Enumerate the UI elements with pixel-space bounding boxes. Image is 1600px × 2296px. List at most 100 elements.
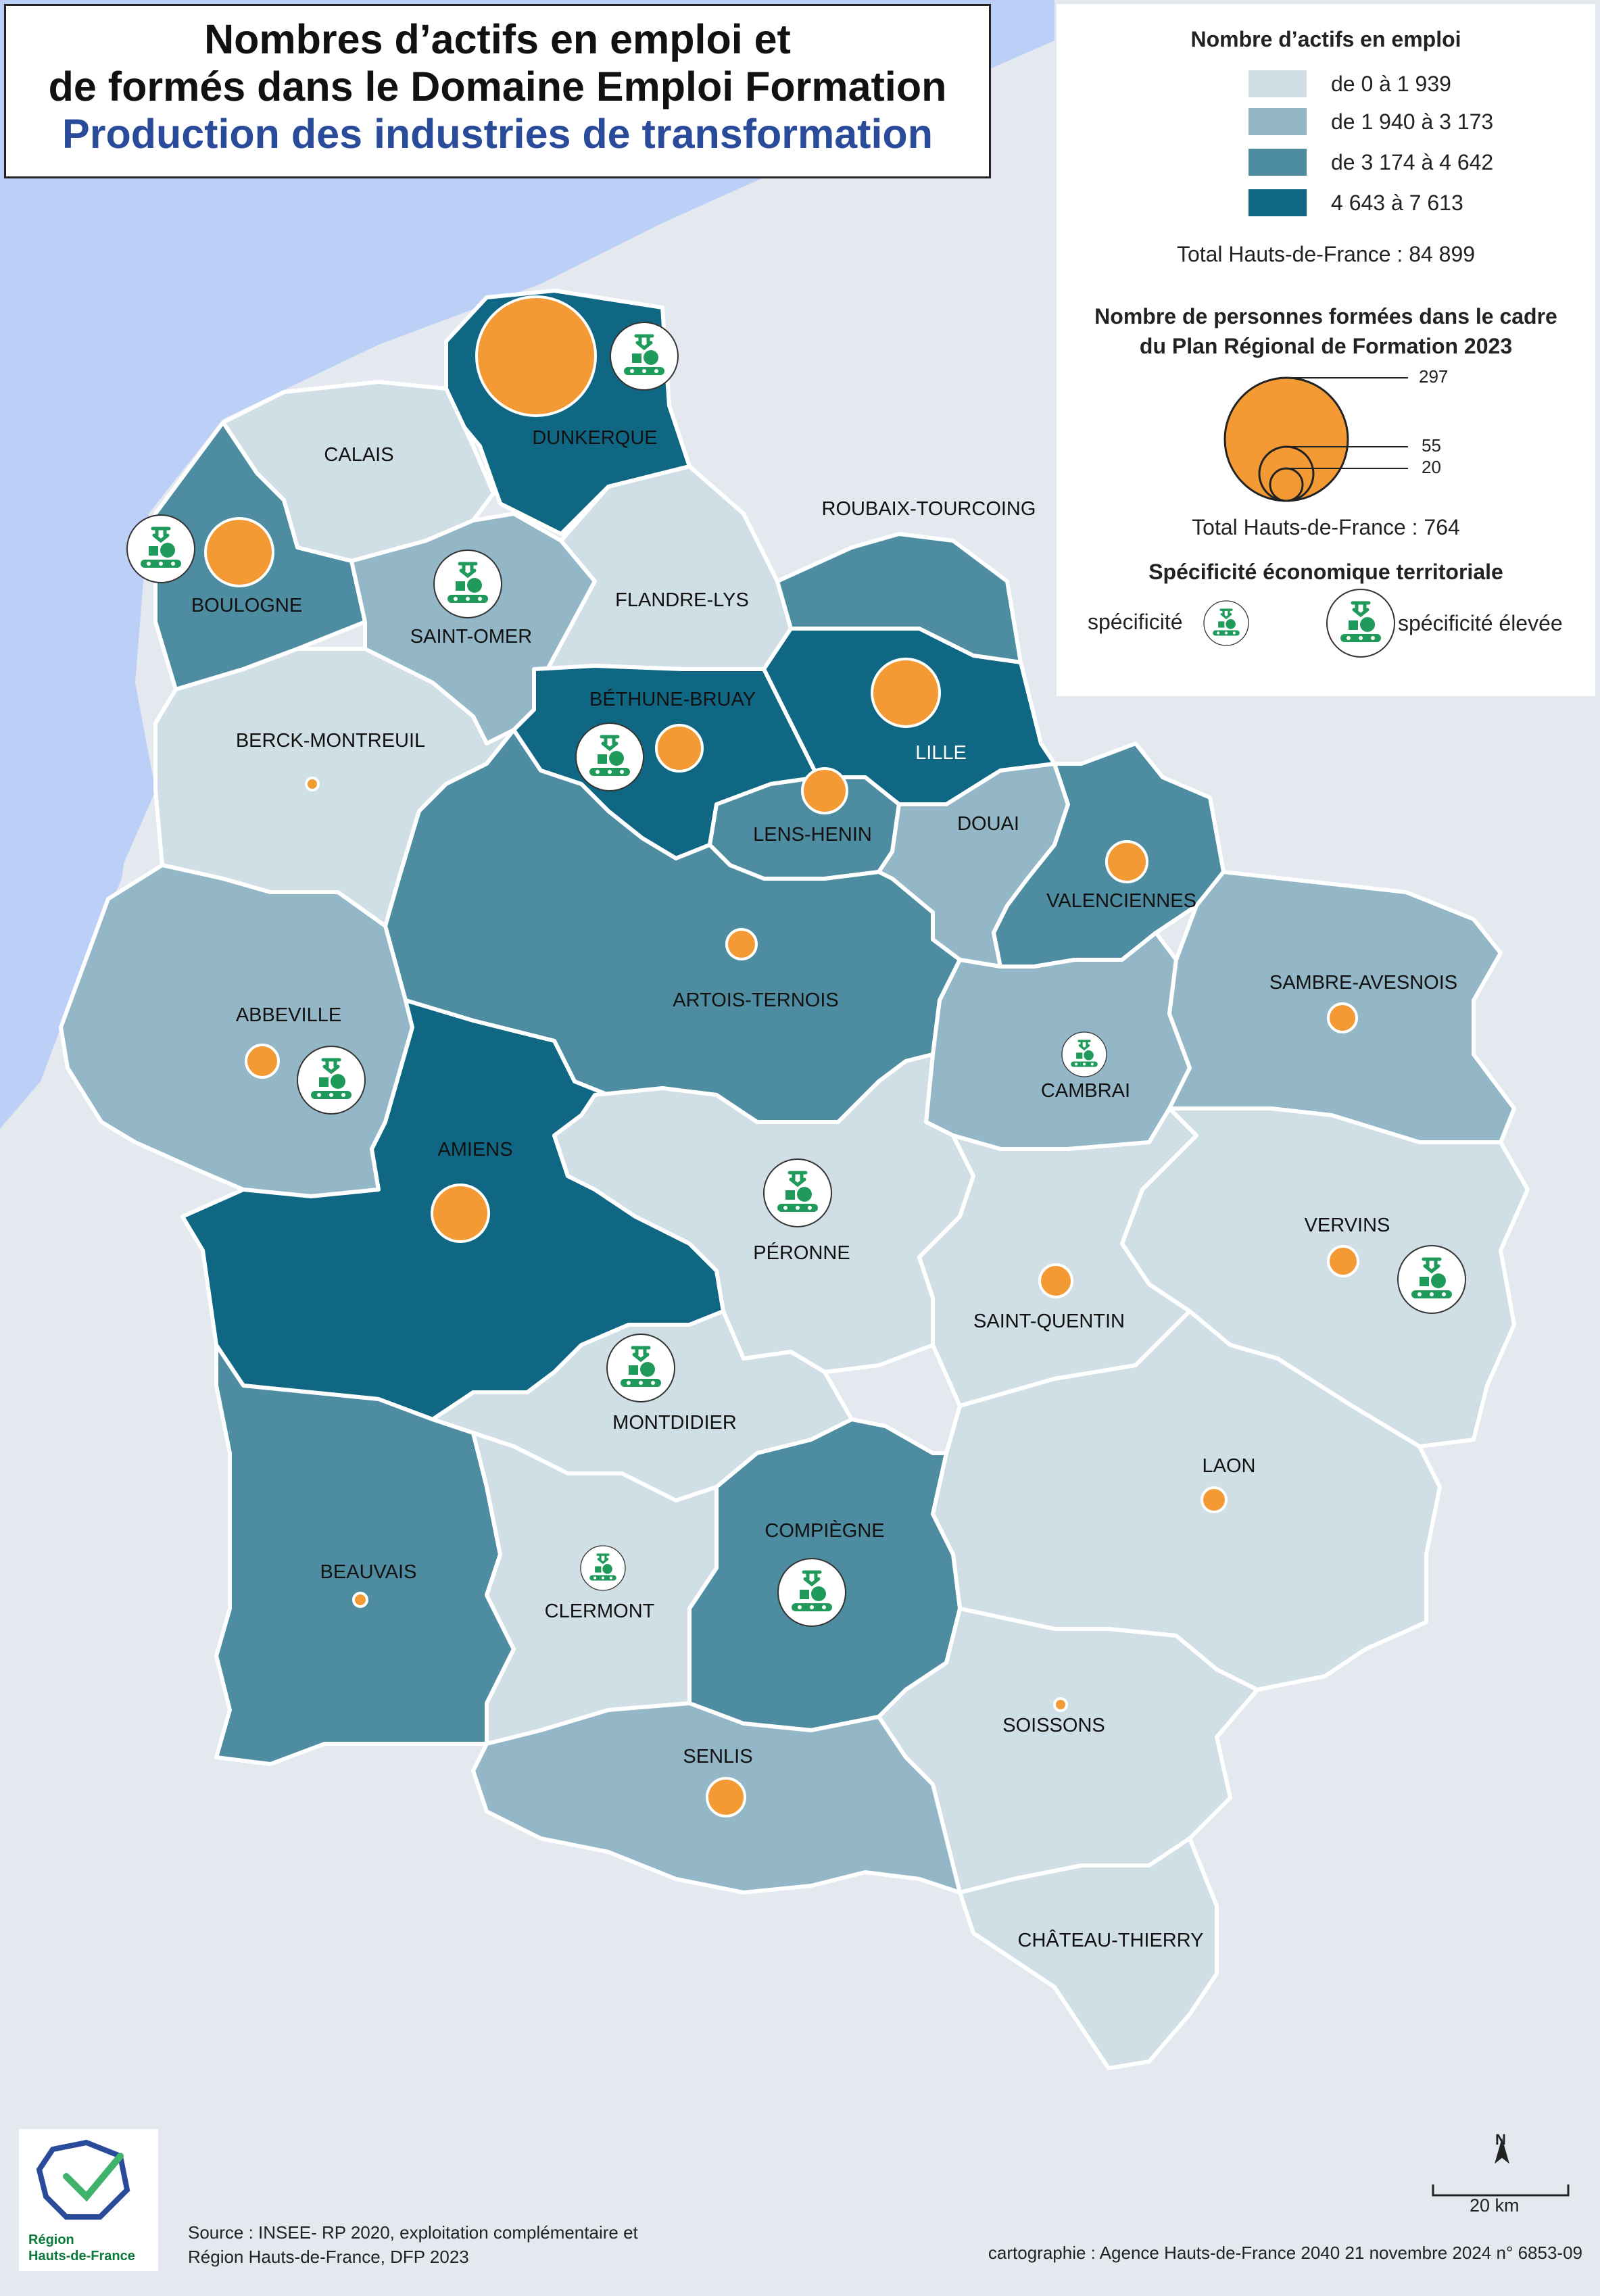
zone-label-sambre-avesnois: SAMBRE-AVESNOIS	[1269, 972, 1458, 994]
zone-chateau-thierry	[958, 1836, 1219, 2070]
scale-label: 20 km	[1470, 2195, 1520, 2216]
legend-spec-high-icon	[1327, 589, 1395, 657]
legend-class-label: de 1 940 à 3 173	[1331, 109, 1494, 134]
title-line-3: Production des industries de transformat…	[62, 111, 933, 157]
legend-employment-total: Total Hauts-de-France : 84 899	[1176, 242, 1476, 266]
zone-label-douai: DOUAI	[957, 813, 1019, 835]
trained-circle-berck-montreuil	[305, 777, 320, 791]
spec-high-icon-abbeville	[297, 1046, 365, 1114]
zone-label-dunkerque: DUNKERQUE	[532, 427, 658, 449]
spec-high-icon-peronne	[764, 1159, 831, 1227]
zone-cambrai	[924, 931, 1192, 1151]
zone-label-calais: CALAIS	[324, 444, 394, 466]
trained-circle-laon	[1201, 1486, 1228, 1513]
zone-label-saint-omer: SAINT-OMER	[410, 626, 533, 648]
zone-label-compiegne: COMPIÈGNE	[765, 1520, 885, 1542]
zone-label-bethune-bruay: BÉTHUNE-BRUAY	[589, 689, 756, 710]
logo-line-2: Hauts-de-France	[28, 2249, 135, 2264]
legend-size-20: 20	[1422, 457, 1441, 477]
legend: Nombre d’actifs en emploi de 0 à 1 939 d…	[1057, 4, 1595, 696]
legend-circles	[1203, 376, 1408, 696]
spec-high-icon-vervins	[1398, 1246, 1465, 1313]
legend-trained-title-1: Nombre de personnes formées dans le cadr…	[1094, 304, 1557, 328]
trained-circle-sambre-avesnois	[1327, 1002, 1358, 1033]
zone-label-peronne: PÉRONNE	[753, 1242, 850, 1264]
spec-high-icon-saint-omer	[434, 550, 502, 618]
trained-circle-vervins	[1327, 1245, 1359, 1277]
legend-swatch	[1249, 149, 1307, 176]
zone-label-boulogne: BOULOGNE	[191, 595, 303, 616]
zone-label-artois-ternois: ARTOIS-TERNOIS	[673, 990, 839, 1011]
spec-high-icon-boulogne	[127, 515, 195, 583]
spec-icon-clermont	[579, 1544, 627, 1592]
trained-circle-amiens	[431, 1183, 490, 1243]
zone-label-soissons: SOISSONS	[1002, 1715, 1105, 1736]
trained-circles	[204, 295, 1359, 1817]
zone-label-senlis: SENLIS	[683, 1746, 753, 1767]
zone-label-flandre-lys: FLANDRE-LYS	[615, 589, 749, 611]
source-line-1: Source : INSEE- RP 2020, exploitation co…	[188, 2222, 638, 2243]
sea-west	[0, 176, 155, 1129]
scale-bar	[1432, 2184, 1570, 2197]
legend-class-label: 4 643 à 7 613	[1331, 191, 1463, 215]
spec-high-icon-montdidier	[607, 1334, 675, 1402]
zone-vervins	[1120, 1106, 1530, 1448]
region-logo-text: Région Hauts-de-France	[28, 2232, 135, 2264]
trained-circle-boulogne	[204, 517, 274, 587]
trained-circle-beauvais	[352, 1592, 368, 1608]
legend-circle-small	[1269, 467, 1304, 502]
zone-label-montdidier: MONTDIDIER	[612, 1412, 737, 1434]
zone-label-cambrai: CAMBRAI	[1040, 1080, 1131, 1102]
zone-label-beauvais: BEAUVAIS	[320, 1561, 417, 1583]
north-arrow-icon	[1495, 2138, 1509, 2164]
legend-class-label: de 3 174 à 4 642	[1331, 150, 1494, 174]
zone-label-clermont: CLERMONT	[544, 1601, 655, 1622]
zone-label-vervins: VERVINS	[1304, 1215, 1390, 1236]
source-text: Source : INSEE- RP 2020, exploitation co…	[188, 2220, 638, 2269]
trained-circle-artois-ternois	[725, 928, 758, 960]
spec-icon-cambrai	[1061, 1031, 1108, 1078]
legend-spec-icon	[1203, 600, 1250, 647]
source-line-2: Région Hauts-de-France, DFP 2023	[188, 2247, 469, 2267]
legend-trained-title-2: du Plan Régional de Formation 2023	[1139, 334, 1513, 358]
legend-swatch	[1249, 70, 1307, 97]
credit-text: cartographie : Agence Hauts-de-France 20…	[988, 2243, 1582, 2263]
trained-circle-valenciennes	[1105, 840, 1148, 883]
trained-circle-dunkerque	[475, 295, 597, 417]
legend-class-label: de 0 à 1 939	[1331, 72, 1451, 96]
legend-specificity-title: Spécificité économique territoriale	[1148, 560, 1503, 584]
legend-employment-title: Nombre d’actifs en emploi	[1190, 27, 1461, 51]
trained-circle-lille	[871, 658, 941, 728]
zone-label-chateau-thierry: CHÂTEAU-THIERRY	[1017, 1930, 1204, 1951]
zone-label-abbeville: ABBEVILLE	[235, 1004, 342, 1026]
zone-label-lens-henin: LENS-HENIN	[753, 824, 872, 846]
zone-label-roubaix-tourcoing: ROUBAIX-TOURCOING	[821, 498, 1036, 520]
legend-specificity-high-label: spécificité élevée	[1398, 611, 1563, 635]
zone-label-berck-montreuil: BERCK-MONTREUIL	[235, 730, 426, 752]
scale-bar-line	[1432, 2184, 1570, 2197]
title-line-2: de formés dans le Domaine Emploi Formati…	[48, 64, 947, 109]
north-arrow	[1495, 2138, 1509, 2164]
trained-circle-lens-henin	[801, 767, 848, 814]
title-line-1: Nombres d’actifs en emploi et	[204, 16, 791, 62]
legend-swatch	[1249, 189, 1307, 216]
trained-circle-saint-quentin	[1038, 1263, 1073, 1298]
title-box: Nombres d’actifs en emploi et de formés …	[4, 4, 991, 178]
legend-swatch	[1249, 108, 1307, 135]
north-label: N	[1495, 2131, 1506, 2148]
zone-label-amiens: AMIENS	[437, 1139, 513, 1161]
legend-trained-total: Total Hauts-de-France : 764	[1192, 515, 1460, 539]
zone-label-lille: LILLE	[915, 742, 967, 764]
legend-specificity-label: spécificité	[1088, 610, 1183, 634]
zone-label-saint-quentin: SAINT-QUENTIN	[973, 1311, 1125, 1332]
trained-circle-bethune-bruay	[655, 724, 704, 773]
zone-label-valenciennes: VALENCIENNES	[1046, 890, 1196, 912]
logo-line-1: Région	[28, 2232, 74, 2247]
legend-size-55: 55	[1422, 435, 1441, 456]
trained-circle-soissons	[1053, 1697, 1068, 1712]
spec-high-icon-dunkerque	[610, 322, 678, 390]
sea	[0, 0, 1054, 1129]
spec-high-icon-compiegne	[778, 1559, 846, 1626]
trained-circle-senlis	[706, 1777, 746, 1817]
